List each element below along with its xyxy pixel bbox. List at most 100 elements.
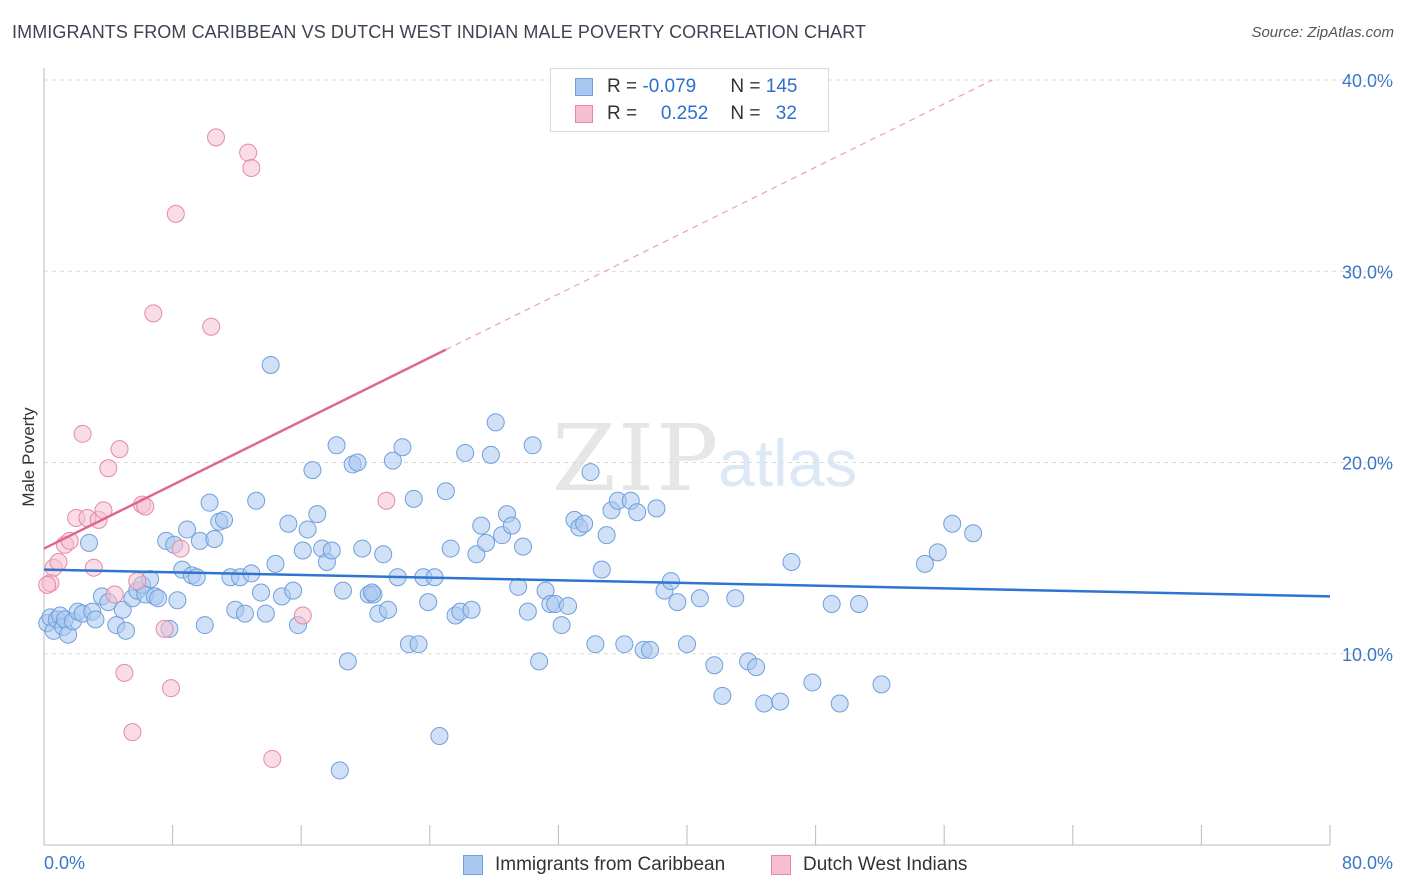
caribbean-point	[266, 554, 285, 573]
bottom-legend-swatch-dutch	[771, 855, 791, 875]
dutch-point	[202, 317, 221, 336]
caribbean-point	[850, 595, 869, 614]
caribbean-point	[393, 438, 412, 457]
dutch-point	[110, 440, 129, 459]
caribbean-point	[552, 616, 571, 635]
caribbean-point	[261, 355, 280, 374]
caribbean-point	[803, 673, 822, 692]
source-label: Source: ZipAtlas.com	[1251, 24, 1394, 41]
dutch-point	[377, 491, 396, 510]
legend-n-value: 32	[775, 103, 797, 124]
caribbean-point	[409, 635, 428, 654]
caribbean-point	[705, 656, 724, 675]
caribbean-point	[964, 524, 983, 543]
caribbean-point	[353, 539, 372, 558]
caribbean-point	[668, 593, 687, 612]
bottom-legend-dutch: Dutch West Indians	[771, 852, 967, 878]
dutch-trend-line	[43, 348, 447, 550]
dutch-point	[123, 723, 142, 742]
caribbean-point	[279, 514, 298, 533]
caribbean-point	[338, 652, 357, 671]
caribbean-point	[592, 560, 611, 579]
caribbean-point	[252, 583, 271, 602]
bottom-legend-caribbean: Immigrants from Caribbean	[463, 852, 725, 878]
legend-row-dutch: R = 0.252 N = 32	[575, 102, 797, 126]
caribbean-point	[441, 539, 460, 558]
caribbean-point	[284, 581, 303, 600]
dutch-point	[171, 539, 190, 558]
caribbean-point	[713, 686, 732, 705]
caribbean-point	[235, 604, 254, 623]
dutch-point	[99, 459, 118, 478]
legend-swatch-dutch	[575, 105, 593, 123]
caribbean-point	[755, 694, 774, 713]
caribbean-point	[472, 516, 491, 535]
caribbean-point	[647, 499, 666, 518]
legend-r-label: R =	[607, 76, 643, 97]
dutch-point	[105, 585, 124, 604]
bottom-legend-label: Immigrants from Caribbean	[495, 854, 726, 875]
dutch-point	[38, 575, 57, 594]
dutch-point	[161, 679, 180, 698]
caribbean-point	[782, 552, 801, 571]
caribbean-point	[215, 510, 234, 529]
legend-r-value: 0.252	[660, 103, 709, 124]
caribbean-point	[436, 482, 455, 501]
caribbean-point	[430, 726, 449, 745]
caribbean-point	[678, 635, 696, 654]
legend-r-label: R =	[607, 103, 643, 124]
caribbean-point	[404, 489, 423, 508]
caribbean-point	[113, 600, 132, 619]
caribbean-point	[195, 616, 214, 635]
caribbean-point	[872, 675, 891, 694]
caribbean-point	[348, 453, 367, 472]
caribbean-point	[915, 554, 934, 573]
caribbean-point	[256, 604, 275, 623]
caribbean-point	[80, 533, 99, 552]
caribbean-point	[456, 443, 475, 462]
x-tick-label: 0.0%	[44, 853, 85, 873]
caribbean-point	[523, 436, 542, 455]
caribbean-point	[168, 591, 187, 610]
caribbean-point	[419, 593, 438, 612]
dutch-point	[239, 143, 258, 162]
caribbean-point	[661, 572, 680, 591]
dutch-point	[166, 204, 185, 223]
caribbean-point	[726, 589, 745, 608]
caribbean-point	[187, 568, 206, 587]
caribbean-point	[86, 610, 105, 629]
caribbean-point	[502, 516, 521, 535]
caribbean-point	[303, 461, 322, 480]
caribbean-point	[462, 600, 481, 619]
legend-row-caribbean: R = -0.079 N = 145	[575, 75, 797, 99]
dutch-point	[242, 158, 261, 177]
caribbean-point	[149, 589, 168, 608]
caribbean-point	[559, 596, 578, 615]
caribbean-point	[771, 692, 790, 711]
caribbean-point	[327, 436, 346, 455]
caribbean-point	[586, 635, 605, 654]
caribbean-point	[943, 514, 962, 533]
dutch-point	[207, 128, 226, 147]
caribbean-point	[298, 520, 317, 539]
caribbean-point	[383, 451, 402, 470]
caribbean-point	[641, 640, 660, 659]
y-tick-label: 10.0%	[1342, 645, 1393, 665]
caribbean-point	[200, 493, 219, 512]
caribbean-point	[628, 503, 647, 522]
caribbean-point	[374, 545, 393, 564]
y-tick-label: 30.0%	[1342, 262, 1393, 282]
caribbean-point	[575, 514, 594, 533]
caribbean-trend-line	[43, 568, 1331, 598]
caribbean-point	[362, 583, 381, 602]
caribbean-point	[205, 530, 224, 548]
y-tick-label: 20.0%	[1342, 454, 1393, 474]
dutch-point	[84, 558, 103, 577]
legend-r-value: -0.079	[642, 76, 697, 97]
caribbean-point	[486, 413, 505, 432]
legend-n-label: N =	[730, 103, 766, 124]
chart-title: IMMIGRANTS FROM CARIBBEAN VS DUTCH WEST …	[12, 22, 867, 42]
y-axis-label: Male Poverty	[19, 407, 38, 507]
legend-n-value: 145	[765, 76, 798, 97]
